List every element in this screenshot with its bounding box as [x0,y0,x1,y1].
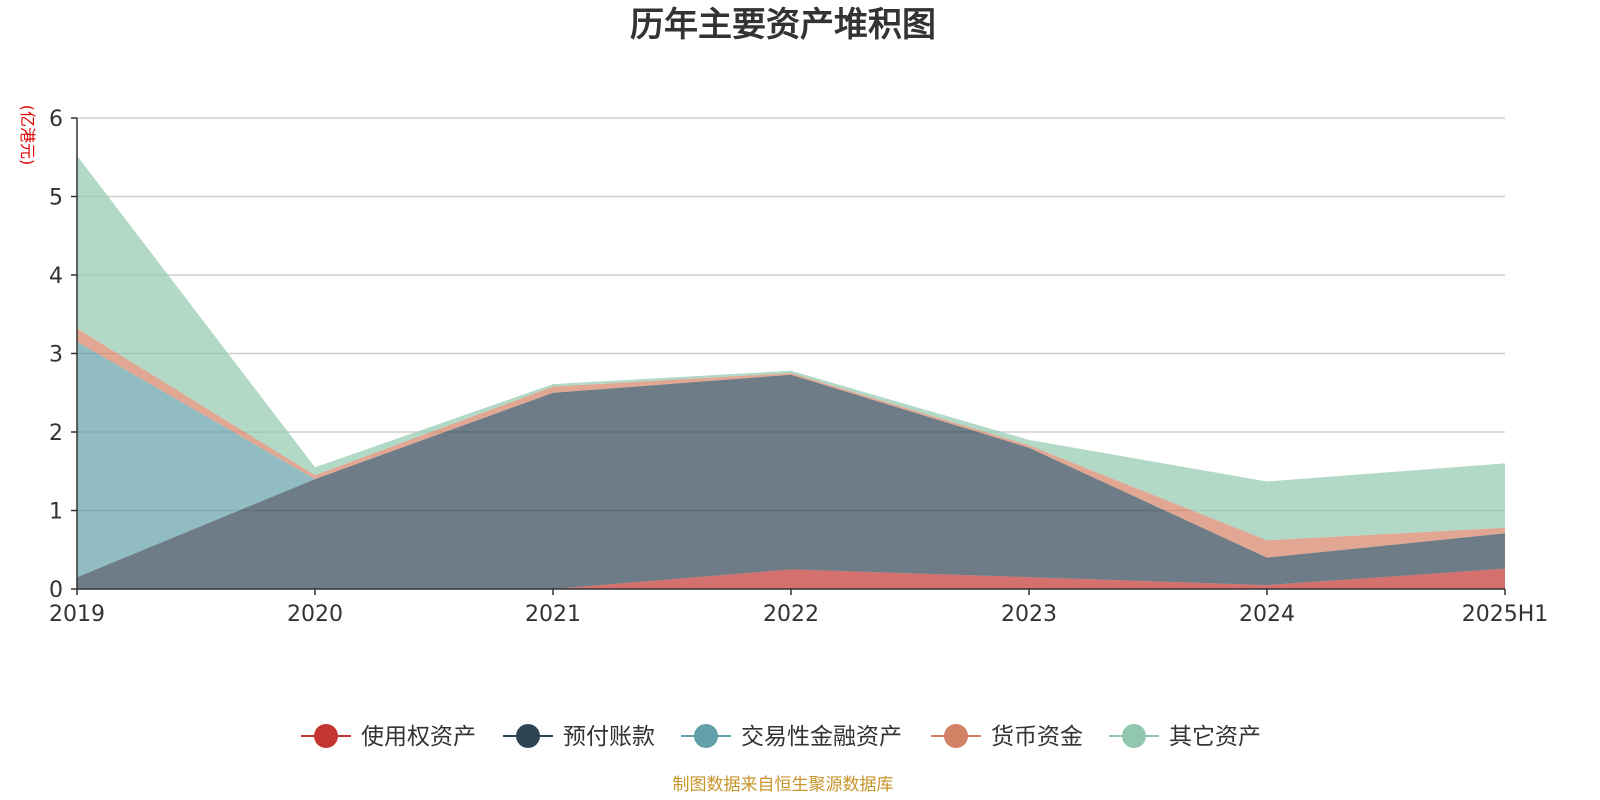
area-series-5 [77,155,1505,541]
y-axis-label: (亿港元) [18,105,37,166]
legend-circle-icon [314,724,338,748]
x-tick-label: 2019 [49,602,105,627]
y-tick-label: 1 [49,500,63,525]
y-tick-label: 0 [49,578,63,603]
area-series-2 [77,374,1505,589]
legend-label: 交易性金融资产 [741,724,902,750]
legend-item-4[interactable]: 货币资金 [931,724,1083,750]
x-tick-label: 2022 [763,602,819,627]
legend-item-5[interactable]: 其它资产 [1109,724,1261,750]
x-tick-labels: 2019 2020 2021 2022 2023 2024 2025H1 [49,602,1548,627]
area-series-group [77,155,1505,589]
x-tick-label: 2021 [525,602,581,627]
area-series-1 [77,568,1505,589]
legend-label: 其它资产 [1169,724,1261,750]
area-series-4 [77,328,1505,558]
chart-title: 历年主要资产堆积图 [630,5,936,45]
legend-label: 预付账款 [563,724,655,750]
y-tick-label: 4 [49,264,63,289]
x-tick-label: 2024 [1239,602,1295,627]
legend-circle-icon [694,724,718,748]
legend-circle-icon [1122,724,1146,748]
y-tick-label: 3 [49,343,63,368]
legend: 使用权资产 预付账款 交易性金融资产 货币资金 其它资产 [301,724,1261,750]
x-tick-label: 2020 [287,602,343,627]
y-tick-label: 2 [49,421,63,446]
x-tick-label: 2023 [1001,602,1057,627]
legend-item-1[interactable]: 使用权资产 [301,724,476,750]
legend-circle-icon [944,724,968,748]
x-tick-label: 2025H1 [1462,602,1549,627]
source-note: 制图数据来自恒生聚源数据库 [673,775,894,795]
legend-label: 使用权资产 [361,724,476,750]
legend-label: 货币资金 [991,724,1083,750]
legend-item-3[interactable]: 交易性金融资产 [681,724,902,750]
legend-item-2[interactable]: 预付账款 [503,724,655,750]
y-tick-labels: 0 1 2 3 4 5 6 [49,107,63,603]
axes [71,117,1506,595]
y-tick-label: 5 [49,186,63,211]
legend-circle-icon [516,724,540,748]
y-tick-label: 6 [49,107,63,132]
